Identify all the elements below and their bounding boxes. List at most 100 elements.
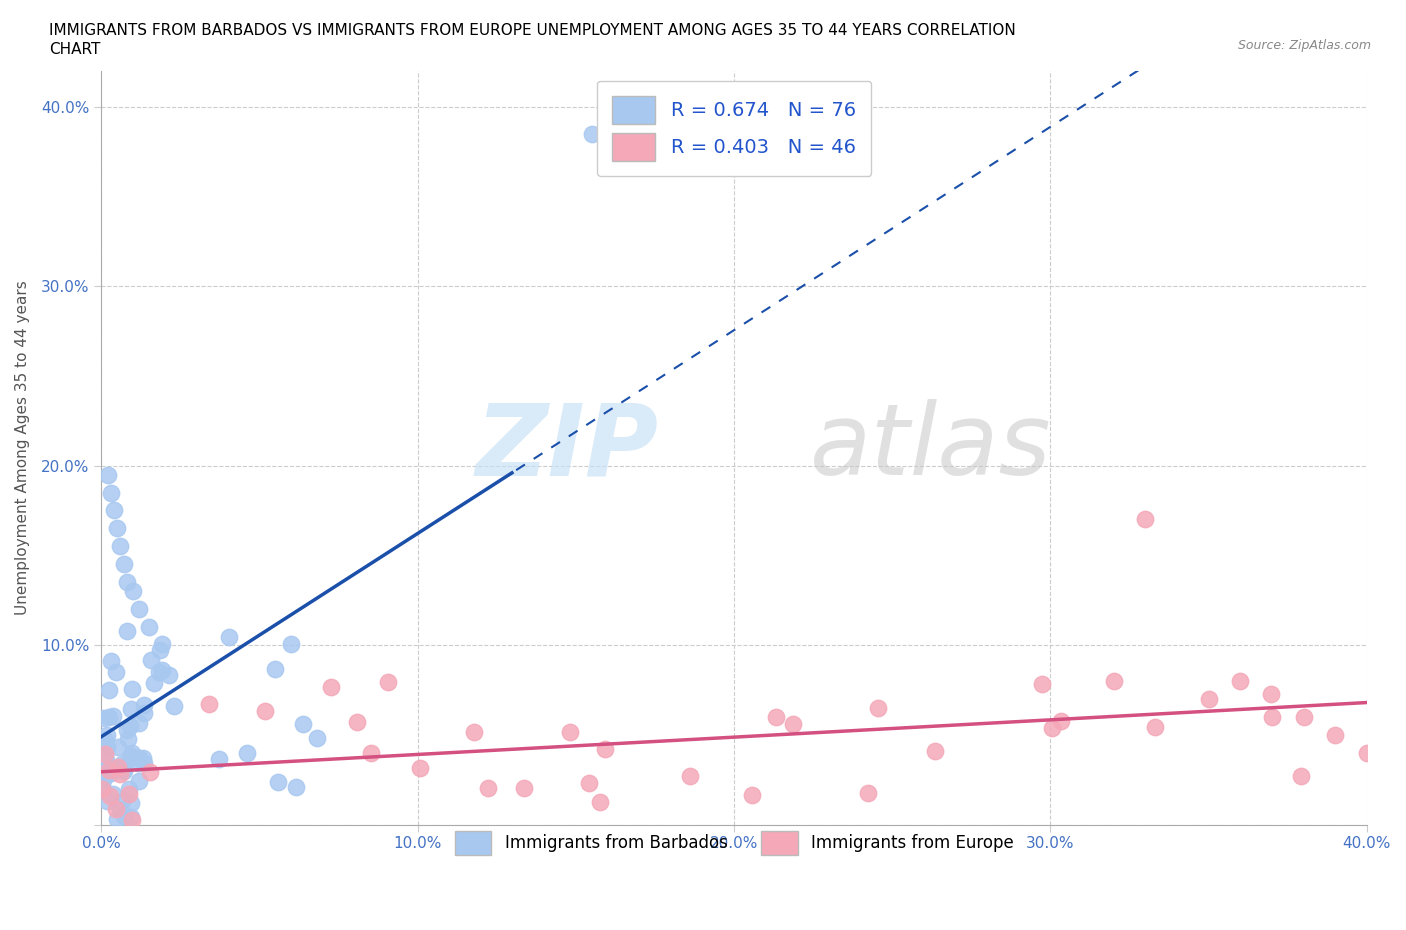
Point (115, 575, 138, 590)
Point (678, 768, 700, 783)
Point (108, 766, 131, 781)
Point (1260, 686, 1282, 701)
Point (105, 664, 128, 679)
Point (115, 624, 138, 639)
Point (112, 764, 135, 778)
Point (1143, 719, 1166, 734)
Legend: Immigrants from Barbados, Immigrants from Europe: Immigrants from Barbados, Immigrants fro… (449, 825, 1021, 861)
Point (1229, 673, 1251, 688)
Point (128, 751, 150, 766)
Point (578, 776, 600, 790)
Point (560, 724, 582, 739)
Point (134, 698, 156, 712)
Point (1049, 713, 1071, 728)
Point (267, 775, 290, 790)
Point (513, 780, 536, 795)
Point (100, 485, 122, 500)
Point (94, 746, 117, 761)
Point (120, 749, 142, 764)
Point (1198, 692, 1220, 707)
Point (101, 709, 124, 724)
Point (589, 794, 612, 809)
Point (132, 706, 155, 721)
Point (782, 717, 804, 732)
Point (110, 761, 132, 776)
Point (139, 764, 162, 779)
Point (128, 773, 150, 788)
Point (856, 786, 879, 801)
Point (149, 643, 172, 658)
Point (1031, 677, 1053, 692)
Point (110, 802, 132, 817)
Point (100, 766, 122, 781)
Point (94, 733, 117, 748)
Point (121, 681, 143, 696)
Point (93, 750, 115, 764)
Point (150, 636, 173, 651)
Point (117, 732, 139, 747)
Point (1289, 769, 1312, 784)
Point (409, 761, 432, 776)
Point (98, 789, 121, 804)
Point (218, 630, 240, 644)
Point (1135, 512, 1157, 527)
Point (1292, 710, 1315, 724)
Point (148, 665, 170, 680)
Point (110, 539, 132, 554)
Point (132, 756, 155, 771)
Point (93, 711, 115, 725)
Point (107, 759, 129, 774)
Point (118, 718, 141, 733)
Point (122, 584, 145, 599)
Point (103, 503, 125, 518)
Point (263, 662, 285, 677)
Point (593, 741, 616, 756)
Point (104, 802, 127, 817)
Point (1102, 673, 1125, 688)
Point (91, 777, 114, 792)
Point (105, 762, 128, 777)
Point (1355, 745, 1378, 760)
Point (120, 810, 142, 825)
Point (96, 739, 118, 754)
Point (128, 602, 150, 617)
Point (121, 813, 143, 828)
Point (100, 654, 122, 669)
Point (120, 795, 142, 810)
Point (280, 636, 302, 651)
Point (118, 751, 141, 765)
Point (143, 675, 166, 690)
Text: IMMIGRANTS FROM BARBADOS VS IMMIGRANTS FROM EUROPE UNEMPLOYMENT AMONG AGES 35 TO: IMMIGRANTS FROM BARBADOS VS IMMIGRANTS F… (49, 23, 1017, 38)
Point (163, 698, 186, 713)
Point (97, 683, 120, 698)
Point (118, 786, 141, 801)
Point (111, 793, 134, 808)
Point (97, 710, 120, 724)
Point (132, 751, 155, 765)
Text: atlas: atlas (810, 399, 1052, 497)
Point (253, 704, 276, 719)
Point (139, 652, 162, 667)
Point (105, 812, 128, 827)
Point (1040, 720, 1063, 735)
Point (319, 679, 342, 694)
Point (93, 771, 115, 786)
Point (105, 762, 128, 777)
Point (236, 746, 259, 761)
Point (463, 724, 485, 739)
Point (121, 746, 143, 761)
Point (581, 126, 603, 141)
Point (307, 731, 329, 746)
Point (477, 781, 499, 796)
Point (765, 710, 787, 724)
Point (112, 809, 135, 824)
Point (112, 762, 135, 777)
Point (128, 716, 150, 731)
Point (127, 756, 149, 771)
Point (157, 668, 180, 683)
Point (1324, 727, 1347, 742)
Text: Source: ZipAtlas.com: Source: ZipAtlas.com (1237, 39, 1371, 52)
Point (96, 793, 118, 808)
Point (346, 715, 368, 730)
Point (360, 746, 382, 761)
